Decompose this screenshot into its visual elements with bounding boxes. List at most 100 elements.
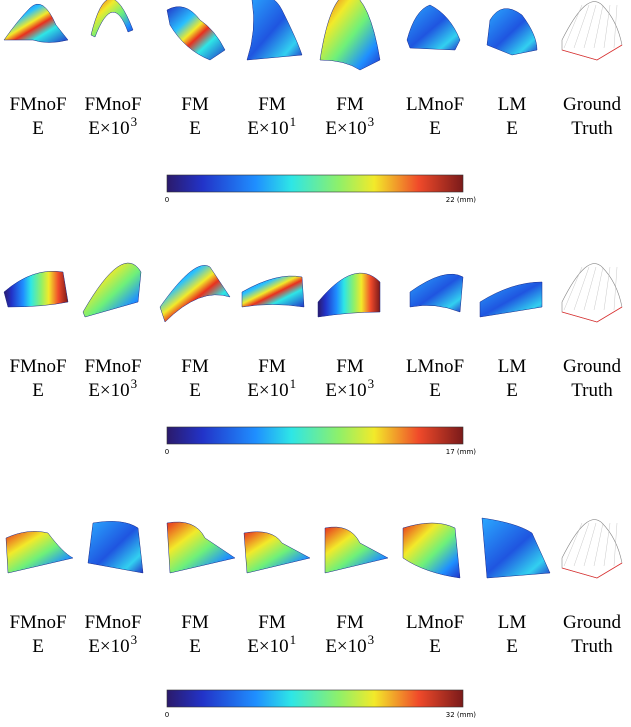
label-line1: FM — [258, 94, 286, 115]
thumbnail — [324, 526, 389, 574]
label-line1: FMnoF — [84, 612, 141, 633]
colorbar — [166, 689, 464, 708]
boundary — [561, 306, 623, 323]
label-line2: E — [429, 380, 441, 401]
surface — [5, 531, 74, 574]
ground-truth-mesh — [561, 519, 623, 579]
label-line2: E — [32, 636, 44, 657]
label-line2: Truth — [571, 636, 613, 657]
ground-truth-mesh — [561, 1, 623, 61]
surface — [3, 3, 69, 43]
surface — [319, 0, 381, 71]
label-line2: E — [429, 118, 441, 139]
label-line2: E×10 — [247, 636, 288, 657]
label-line1: LMnoF — [406, 612, 464, 633]
thumbnail — [166, 521, 236, 574]
surface — [159, 265, 231, 323]
thumbnail — [409, 273, 464, 313]
label-line1: FMnoF — [9, 94, 66, 115]
label-line2: E — [429, 636, 441, 657]
label-line2: E×10 — [247, 118, 288, 139]
surface — [402, 522, 461, 579]
colorbar-min: 0 — [165, 711, 169, 719]
label-superscript: 3 — [131, 632, 138, 647]
boundary — [561, 44, 623, 61]
label-line2: E×10 — [325, 636, 366, 657]
label-line2: E — [189, 380, 201, 401]
thumbnail — [241, 275, 305, 308]
thumbnail — [3, 3, 69, 43]
mesh-line — [593, 522, 604, 567]
thumbnail — [5, 531, 74, 574]
label-line2: E×10 — [88, 118, 129, 139]
label-line1: Ground — [563, 612, 622, 633]
label-superscript: 1 — [290, 632, 297, 647]
mesh-line — [603, 522, 611, 567]
thumbnail — [319, 0, 381, 71]
mesh-line — [573, 266, 590, 311]
mesh-line — [613, 4, 618, 49]
label-line1: LMnoF — [406, 94, 464, 115]
label-line1: FM — [181, 612, 209, 633]
surface — [3, 271, 69, 308]
mesh-line — [563, 266, 583, 311]
label-line1: FMnoF — [84, 94, 141, 115]
thumbnail — [561, 263, 623, 323]
label-line2: E×10 — [325, 118, 366, 139]
label-line1: FM — [181, 94, 209, 115]
label-line2: E×10 — [247, 380, 288, 401]
label-superscript: 3 — [368, 114, 375, 129]
label-line2: E×10 — [325, 380, 366, 401]
thumbnail — [402, 522, 461, 579]
label-line1: FM — [258, 612, 286, 633]
label-line1: FM — [336, 612, 364, 633]
label-line1: FM — [336, 94, 364, 115]
surface — [246, 0, 303, 61]
label-line1: FM — [336, 356, 364, 377]
label-superscript: 3 — [131, 114, 138, 129]
label-line2: Truth — [571, 380, 613, 401]
mesh-line — [583, 522, 597, 567]
label-line2: E — [506, 636, 518, 657]
thumbnail — [90, 0, 134, 38]
mesh-line — [573, 522, 590, 567]
label-line1: LM — [498, 94, 527, 115]
label-line1: LMnoF — [406, 356, 464, 377]
colorbar-min: 0 — [165, 196, 169, 204]
surface — [409, 273, 464, 313]
thumbnail — [406, 4, 461, 51]
thumbnail — [87, 521, 144, 574]
label-line2: E×10 — [88, 380, 129, 401]
mesh-line — [603, 4, 611, 49]
mesh-line — [593, 4, 604, 49]
mesh-line — [583, 266, 597, 311]
colorbar-max: 22 (mm) — [446, 196, 477, 204]
mesh-line — [583, 4, 597, 49]
label-line1: FM — [181, 356, 209, 377]
colorbar — [166, 426, 464, 445]
label-superscript: 1 — [290, 376, 297, 391]
surface — [406, 4, 461, 51]
label-line1: LM — [498, 612, 527, 633]
label-superscript: 3 — [368, 632, 375, 647]
thumbnail — [561, 1, 623, 61]
mesh-line — [593, 266, 604, 311]
label-line2: E — [506, 380, 518, 401]
thumbnail — [481, 517, 551, 579]
thumbnail — [159, 265, 231, 323]
colorbar-max: 32 (mm) — [446, 711, 477, 719]
label-line2: Truth — [571, 118, 613, 139]
surface — [479, 281, 543, 318]
label-line2: E — [506, 118, 518, 139]
surface — [166, 521, 236, 574]
thumbnail — [246, 0, 303, 61]
label-line2: E×10 — [88, 636, 129, 657]
thumbnail — [317, 272, 381, 318]
label-line2: E — [32, 380, 44, 401]
thumbnail — [166, 6, 226, 61]
mesh-line — [603, 266, 611, 311]
surface — [241, 275, 305, 308]
thumbnail — [82, 262, 142, 318]
thumbnail — [561, 519, 623, 579]
